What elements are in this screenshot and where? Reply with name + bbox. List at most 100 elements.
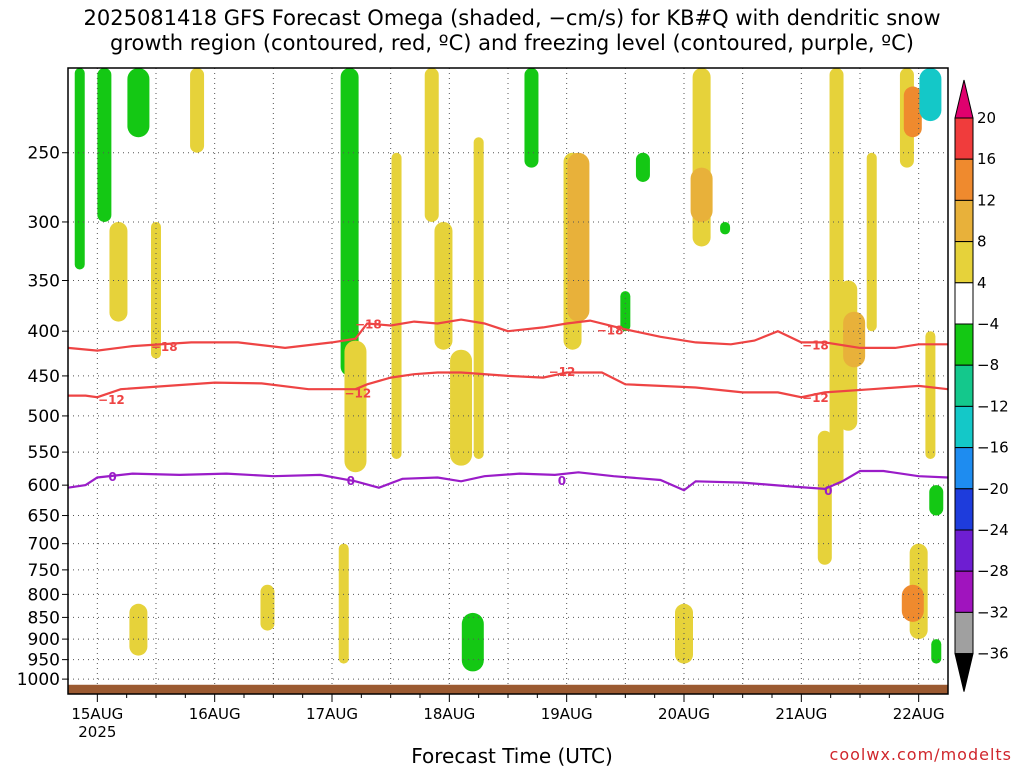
colorbar-label: −32 [977, 603, 1009, 621]
y-tick-label: 400 [28, 322, 60, 342]
colorbar-bin [954, 364, 974, 407]
omega-shade-cell [260, 584, 275, 631]
contour-label: −12 [549, 365, 576, 379]
contour-line-m12 [68, 371, 949, 399]
colorbar-label: −4 [977, 315, 999, 333]
omega-shade-cell [461, 612, 484, 672]
contour-label: −12 [344, 386, 371, 400]
y-tick-label: 900 [28, 630, 60, 650]
plot-frame [67, 67, 949, 695]
x-tick-label: 15AUG [71, 705, 123, 723]
credit-link[interactable]: coolwx.com/modelts [829, 745, 1012, 764]
x-tick-label: 16AUG [189, 705, 241, 723]
colorbar-bin [954, 653, 974, 692]
x-tick-label: 20AUG [658, 705, 710, 723]
omega-shade-cell [109, 221, 128, 322]
title-line-2: growth region (contoured, red, ºC) and f… [110, 31, 914, 55]
y-tick-label: 250 [28, 144, 60, 164]
y-tick-label: 950 [28, 651, 60, 671]
omega-shade-cell [151, 221, 161, 359]
omega-shade-cell [424, 68, 439, 222]
contour-line-m18 [67, 318, 948, 352]
colorbar-bin [954, 79, 974, 119]
y-tick-label: 750 [28, 561, 60, 581]
y-tick-label: 850 [28, 608, 60, 628]
contour-label: 0 [824, 484, 832, 498]
y-tick-label: 300 [28, 213, 60, 233]
omega-colorbar: 20 16 12 8 4 −4 −8 −12 −16 −20 −24 −28 −32 −36 [954, 79, 1009, 692]
omega-shade-cell [567, 152, 590, 322]
title-line-1: 2025081418 GFS Forecast Omega (shaded, −… [83, 6, 941, 30]
x-tick-label: 19AUG [541, 705, 593, 723]
colorbar-label: 8 [977, 233, 987, 251]
colorbar-label: −12 [977, 397, 1009, 415]
omega-shade-cell [129, 603, 148, 656]
colorbar-bin [954, 323, 974, 366]
contour-label: 0 [108, 470, 116, 484]
y-tick-label: 1000 [17, 670, 60, 690]
omega-shade-cell [127, 68, 150, 138]
omega-shade-cell [817, 430, 832, 565]
omega-shade-cell [344, 340, 367, 473]
omega-shade-cell [903, 86, 922, 138]
omega-shade-cell [720, 221, 731, 235]
contour-label: −12 [98, 393, 125, 407]
colorbar-bin [954, 282, 974, 325]
omega-shade-cell [391, 152, 402, 459]
y-tick-label: 650 [28, 507, 60, 527]
surface-layer [68, 684, 948, 694]
colorbar-label: 12 [977, 191, 996, 209]
omega-shade-cell [74, 68, 85, 270]
omega-shade-cell [620, 291, 631, 332]
ground-surface [68, 684, 948, 694]
colorbar-label: 4 [977, 274, 987, 292]
y-axis: 2503003504004505005506006507007508008509… [17, 144, 68, 690]
omega-shade-cell [338, 543, 349, 664]
omega-shade-cell [473, 137, 484, 459]
x-tick-label: 17AUG [306, 705, 358, 723]
colorbar-label: 20 [977, 109, 996, 127]
omega-shade-cell [340, 68, 359, 376]
colorbar-bin [954, 447, 974, 490]
colorbar-label: −8 [977, 356, 999, 374]
contour-label: 0 [347, 474, 355, 488]
grid-layer [68, 68, 948, 694]
x-axis-label: Forecast Time (UTC) [411, 744, 613, 768]
x-tick-label: 21AUG [775, 705, 827, 723]
omega-shade-cell [929, 485, 944, 516]
colorbar-label: 16 [977, 150, 996, 168]
chart-title: 2025081418 GFS Forecast Omega (shaded, −… [0, 6, 1024, 56]
colorbar-label: −36 [977, 645, 1009, 663]
contour-line-0 [67, 469, 949, 492]
colorbar-bin [954, 529, 974, 572]
omega-shade-cell [866, 152, 877, 332]
y-tick-label: 700 [28, 535, 60, 555]
colorbar-bin [954, 611, 974, 655]
colorbar-label: −28 [977, 562, 1009, 580]
contour-label: −18 [151, 340, 178, 354]
colorbar-bin [954, 117, 974, 160]
x-tick-label: 22AUG [893, 705, 945, 723]
y-tick-label: 500 [28, 407, 60, 427]
colorbar-bin [954, 241, 974, 284]
omega-shade-cell [901, 584, 924, 622]
omega-shade-cell [434, 221, 453, 350]
contour-label-layer: −18 −18 −18 −18 −12 −12 −12 −12 0 0 0 0 [98, 318, 832, 499]
omega-shade-cell [690, 167, 713, 222]
omega-shade-cell [190, 68, 205, 153]
colorbar-bin [954, 405, 974, 449]
omega-shading-layer [74, 68, 944, 672]
omega-shade-cell [919, 68, 942, 122]
omega-shade-cell [925, 331, 936, 459]
colorbar-bin [954, 158, 974, 201]
colorbar-bin [954, 488, 974, 531]
contour-label: −18 [802, 338, 829, 352]
y-tick-label: 600 [28, 476, 60, 496]
y-tick-label: 350 [28, 271, 60, 291]
omega-shade-cell [450, 349, 473, 466]
omega-shade-cell [97, 68, 112, 222]
contour-label: −18 [597, 323, 624, 337]
contour-label: −18 [355, 318, 382, 332]
